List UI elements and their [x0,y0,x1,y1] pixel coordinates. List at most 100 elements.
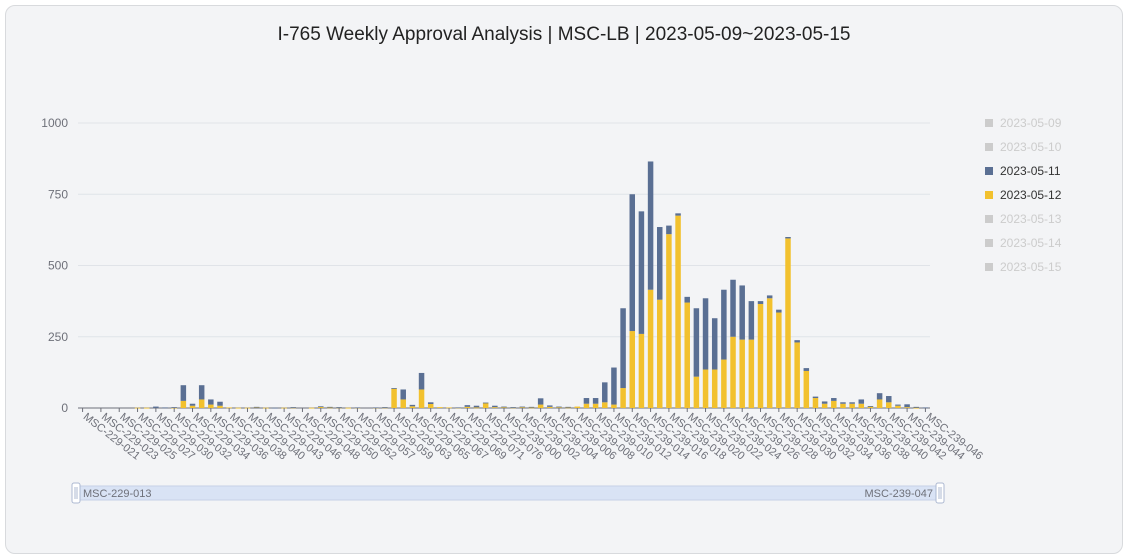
bar-2023-05-12[interactable] [666,234,672,408]
bar-2023-05-12[interactable] [547,406,553,408]
bar-2023-05-11[interactable] [794,340,800,343]
bar-2023-05-12[interactable] [886,402,892,408]
bar-2023-05-11[interactable] [153,406,159,408]
bar-2023-05-11[interactable] [400,389,406,400]
bar-2023-05-12[interactable] [565,407,571,409]
bar-2023-05-12[interactable] [638,333,645,408]
bar-2023-05-11[interactable] [528,406,535,408]
bar-2023-05-12[interactable] [656,299,663,408]
bar-2023-05-12[interactable] [208,404,214,408]
bar-2023-05-11[interactable] [409,404,416,407]
bar-2023-05-11[interactable] [666,225,672,235]
bar-2023-05-11[interactable] [556,406,562,408]
bar-2023-05-11[interactable] [611,367,617,405]
bar-2023-05-11[interactable] [464,405,471,407]
bar-2023-05-11[interactable] [675,213,681,216]
bar-2023-05-12[interactable] [482,402,489,408]
bar-2023-05-11[interactable] [418,372,425,390]
bar-2023-05-11[interactable] [895,404,901,406]
bar-2023-05-12[interactable] [446,407,452,409]
data-zoom-slider[interactable]: MSC-229-013 MSC-239-047 [71,482,945,504]
legend-item-2023-05-12[interactable]: 2023-05-12 [985,188,1062,202]
bar-2023-05-12[interactable] [757,303,764,408]
bar-2023-05-11[interactable] [382,407,388,408]
bar-2023-05-12[interactable] [895,405,901,408]
bar-2023-05-11[interactable] [748,301,755,340]
bar-2023-05-11[interactable] [217,401,223,406]
bar-2023-05-11[interactable] [290,407,297,408]
bar-2023-05-11[interactable] [510,407,516,408]
bar-2023-05-11[interactable] [272,407,278,409]
bar-2023-05-12[interactable] [730,336,736,408]
bar-2023-05-12[interactable] [867,406,874,408]
bar-2023-05-12[interactable] [427,404,434,408]
bar-2023-05-11[interactable] [803,368,810,371]
bar-2023-05-12[interactable] [189,405,196,408]
legend-item-2023-05-11[interactable]: 2023-05-11 [985,164,1061,178]
bar-2023-05-11[interactable] [537,398,544,405]
bar-2023-05-12[interactable] [519,407,526,408]
legend[interactable]: 2023-05-09 2023-05-10 2023-05-11 2023-05-12… [985,116,1062,274]
legend-item-2023-05-09[interactable]: 2023-05-09 [985,116,1062,130]
bar-2023-05-11[interactable] [693,308,700,377]
legend-item-2023-05-10[interactable]: 2023-05-10 [985,140,1062,154]
bar-2023-05-12[interactable] [235,407,242,409]
bar-2023-05-11[interactable] [831,398,837,401]
bar-2023-05-12[interactable] [327,407,333,409]
bar-2023-05-11[interactable] [208,399,214,405]
bar-2023-05-12[interactable] [391,388,397,408]
bar-2023-05-12[interactable] [592,403,599,408]
bar-2023-05-11[interactable] [711,318,718,370]
bar-2023-05-12[interactable] [198,399,205,408]
bar-2023-05-12[interactable] [583,403,590,408]
bar-2023-05-11[interactable] [702,298,709,370]
bar-2023-05-12[interactable] [721,359,727,408]
bar-2023-05-11[interactable] [327,406,333,408]
bar-2023-05-12[interactable] [739,339,745,408]
bar-2023-05-12[interactable] [226,407,232,409]
bar-2023-05-11[interactable] [876,393,883,400]
bar-2023-05-11[interactable] [812,396,819,399]
bar-2023-05-12[interactable] [602,402,608,408]
legend-item-2023-05-14[interactable]: 2023-05-14 [985,236,1062,250]
bar-2023-05-11[interactable] [372,407,379,409]
bar-2023-05-12[interactable] [308,407,315,409]
bar-2023-05-11[interactable] [473,405,480,408]
bar-2023-05-11[interactable] [840,402,846,404]
bar-2023-05-12[interactable] [629,331,636,408]
bar-2023-05-12[interactable] [849,403,855,408]
bar-2023-05-12[interactable] [611,404,617,408]
bar-2023-05-11[interactable] [455,407,461,409]
zoom-handle-left[interactable] [71,482,81,504]
bar-2023-05-11[interactable] [336,407,342,408]
bar-2023-05-12[interactable] [318,406,324,408]
legend-item-2023-05-15[interactable]: 2023-05-15 [985,260,1062,274]
bar-2023-05-11[interactable] [519,406,526,408]
bar-2023-05-12[interactable] [913,407,920,409]
bar-2023-05-11[interactable] [492,405,498,408]
bar-2023-05-12[interactable] [537,404,544,408]
bar-2023-05-12[interactable] [794,342,800,408]
bar-2023-05-11[interactable] [721,289,727,360]
bar-2023-05-12[interactable] [748,339,755,408]
bar-2023-05-11[interactable] [198,385,205,400]
bar-2023-05-12[interactable] [904,407,910,408]
bar-2023-05-11[interactable] [253,406,260,408]
bar-2023-05-11[interactable] [547,405,553,407]
bar-2023-05-12[interactable] [647,289,654,408]
bar-2023-05-11[interactable] [913,406,920,408]
bar-2023-05-11[interactable] [922,407,929,409]
bar-2023-05-11[interactable] [565,406,571,408]
bar-2023-05-11[interactable] [629,194,636,332]
bar-2023-05-12[interactable] [776,312,782,408]
bar-2023-05-11[interactable] [904,404,910,408]
bar-2023-05-12[interactable] [620,388,626,408]
bar-2023-05-11[interactable] [766,295,773,299]
bar-2023-05-11[interactable] [189,403,196,406]
bar-2023-05-12[interactable] [464,406,471,408]
bar-2023-05-12[interactable] [437,407,443,408]
zoom-handle-right[interactable] [935,482,945,504]
bar-2023-05-12[interactable] [528,407,535,409]
bar-2023-05-12[interactable] [693,376,700,408]
bar-2023-05-12[interactable] [876,399,883,408]
